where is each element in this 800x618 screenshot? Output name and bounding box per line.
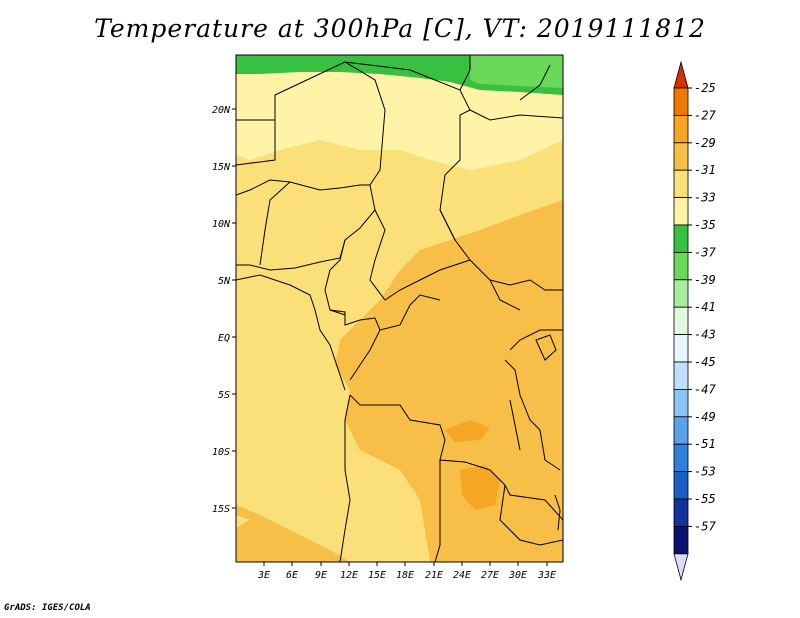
- map-frame: [235, 54, 564, 563]
- colorbar-swatch: [673, 279, 689, 308]
- colorbar-label: -35: [694, 218, 716, 232]
- colorbar-label: -51: [694, 437, 716, 451]
- country-borders: [236, 55, 563, 562]
- lon-label: 18E: [396, 570, 414, 581]
- colorbar-swatch: [673, 224, 689, 253]
- field-light-green-region: [470, 55, 563, 88]
- colorbar-swatch: [673, 334, 689, 363]
- colorbar-swatch: [673, 416, 689, 445]
- colorbar-swatch: [673, 526, 689, 555]
- lat-label: 10S: [212, 447, 230, 458]
- lat-label: 15N: [212, 162, 231, 173]
- colorbar-label: -43: [694, 328, 716, 342]
- lat-label: 5N: [218, 276, 231, 287]
- colorbar-label: -29: [694, 136, 716, 150]
- colorbar-swatch: [673, 443, 689, 473]
- colorbar-label: -33: [694, 191, 716, 205]
- colorbar-swatch: [673, 87, 689, 116]
- colorbar-swatch: [673, 388, 689, 418]
- colorbar-swatch: [673, 471, 689, 500]
- lat-label: 5S: [218, 390, 230, 401]
- lon-label: 24E: [453, 570, 471, 581]
- colorbar-swatch: [673, 498, 689, 527]
- colorbar-swatch: [673, 115, 689, 144]
- colorbar-label: -39: [694, 273, 716, 287]
- credit-label: GrADS: IGES/COLA: [4, 603, 91, 613]
- colorbar-swatch: [673, 197, 689, 226]
- lat-label: 20N: [212, 105, 231, 116]
- longitude-axis: 3E 6E 9E 12E 15E 18E 21E 24E 27E 30E 33E: [257, 562, 556, 581]
- colorbar-label: -57: [694, 519, 716, 533]
- colorbar-label: -49: [694, 410, 716, 424]
- colorbar-label: -27: [694, 108, 716, 122]
- colorbar-swatch: [673, 251, 689, 281]
- lat-label: 10N: [212, 219, 231, 230]
- colorbar-bottom-arrow: [673, 553, 689, 582]
- lat-label: 15S: [212, 504, 230, 515]
- field-dark-orange-patch: [460, 465, 500, 510]
- colorbar-label: -47: [694, 382, 716, 396]
- field-dark-orange-patch: [445, 420, 490, 442]
- lon-label: 12E: [340, 570, 358, 581]
- colorbar-label: -31: [694, 163, 716, 177]
- colorbar-swatch: [673, 306, 689, 336]
- field-southwest-band: [236, 505, 350, 562]
- colorbar-label: -25: [694, 81, 716, 95]
- field-orange-region: [335, 200, 563, 562]
- latitude-axis: 20N 15N 10N 5N EQ 5S 10S 15S: [212, 105, 236, 515]
- colorbar-label: -37: [694, 245, 716, 259]
- lon-label: 33E: [537, 570, 556, 581]
- lon-label: 6E: [286, 570, 298, 581]
- colorbar-label: -45: [694, 355, 716, 369]
- lon-label: 9E: [315, 570, 327, 581]
- colorbar-label: -41: [694, 300, 716, 314]
- lon-label: 30E: [508, 570, 527, 581]
- temperature-field: [236, 55, 563, 562]
- colorbar-label: -53: [694, 465, 716, 479]
- field-southwest-gap: [236, 515, 250, 528]
- lon-label: 27E: [481, 570, 499, 581]
- lon-label: 21E: [425, 570, 443, 581]
- colorbar-swatch: [673, 169, 689, 198]
- colorbar: -25 -27 -29 -31 -33 -35 -37 -39 -41 -43 -45 -47 -49 -…: [673, 60, 716, 582]
- lon-label: 3E: [257, 570, 270, 581]
- colorbar-swatch: [673, 361, 689, 390]
- lat-label: EQ: [218, 333, 230, 344]
- lon-label: 15E: [368, 570, 386, 581]
- colorbar-top-arrow: [673, 60, 689, 89]
- colorbar-swatch: [673, 142, 689, 171]
- map-title: Temperature at 300hPa [C], VT: 201911181…: [94, 14, 706, 43]
- colorbar-label: -55: [694, 492, 716, 506]
